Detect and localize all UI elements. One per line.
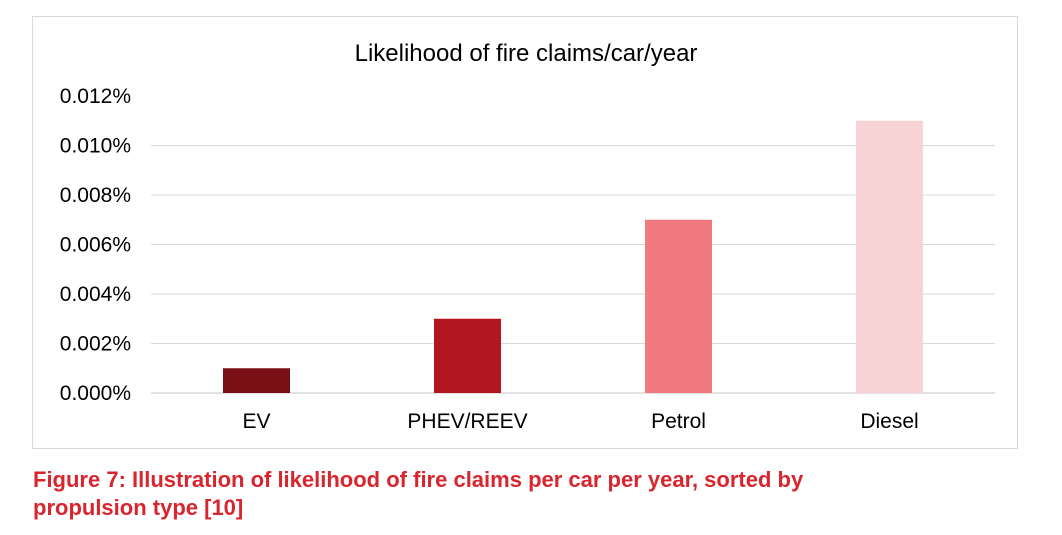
y-tick-label: 0.010% [60, 135, 131, 158]
y-tick-label: 0.000% [60, 382, 131, 405]
y-tick-label: 0.012% [60, 85, 131, 108]
bar-chart: Likelihood of fire claims/car/year 0.000… [60, 40, 995, 433]
x-tick-label: Diesel [860, 410, 918, 433]
x-tick-label: EV [242, 410, 270, 433]
chart-frame: Likelihood of fire claims/car/year 0.000… [32, 16, 1018, 449]
y-tick-label: 0.006% [60, 234, 131, 257]
bar-petrol [645, 219, 712, 393]
y-tick-label: 0.008% [60, 184, 131, 207]
figure-caption: Figure 7: Illustration of likelihood of … [33, 466, 1033, 522]
x-tick-label: Petrol [651, 410, 706, 433]
bar-diesel [856, 120, 923, 393]
y-tick-label: 0.002% [60, 333, 131, 356]
bars [223, 120, 923, 393]
caption-line-2: propulsion type [10] [33, 495, 244, 520]
bar-ev [223, 368, 290, 393]
chart-title: Likelihood of fire claims/car/year [355, 40, 698, 67]
bar-phev-reev [434, 318, 501, 393]
y-tick-label: 0.004% [60, 283, 131, 306]
x-axis-tick-labels: EV PHEV/REEV Petrol Diesel [242, 410, 918, 433]
y-axis-tick-labels: 0.000% 0.002% 0.004% 0.006% 0.008% 0.010% 0.01… [60, 85, 131, 405]
gridlines [151, 145, 995, 394]
caption-line-1: Figure 7: Illustration of likelihood of … [33, 467, 804, 492]
x-tick-label: PHEV/REEV [407, 410, 527, 433]
